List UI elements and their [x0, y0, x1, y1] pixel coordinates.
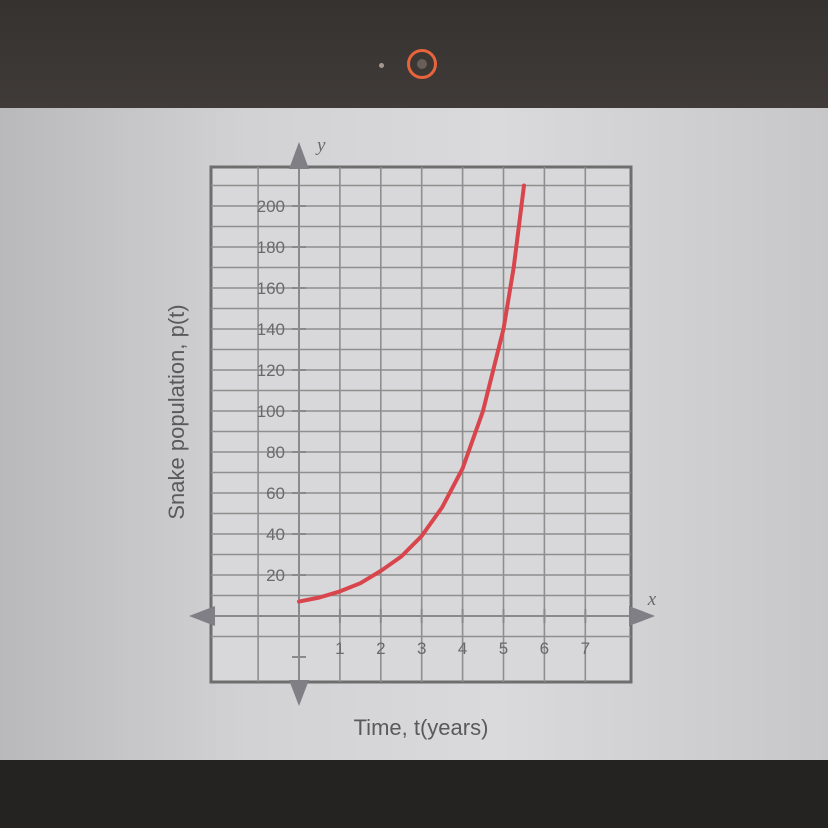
- x-tick-label: 2: [376, 639, 385, 658]
- monitor-bottom-bezel: [0, 760, 828, 828]
- x-axis-arrow-left: [189, 606, 215, 626]
- light-sensor: [379, 63, 384, 68]
- y-tick-label: 140: [257, 320, 285, 339]
- y-tick-label: 40: [266, 525, 285, 544]
- webcam-lens: [417, 59, 427, 69]
- y-axis-arrow-up: [289, 142, 309, 169]
- x-axis-arrow-right: [629, 606, 655, 626]
- y-tick-label: 100: [257, 402, 285, 421]
- y-tick-label: 20: [266, 566, 285, 585]
- y-tick-label: 60: [266, 484, 285, 503]
- ticks: 1 2 3 4 5 6 7 20 40 60 80 100 120 140 160 180 200: [257, 197, 590, 658]
- x-tick-label: 6: [540, 639, 549, 658]
- y-axis-arrow-down: [289, 680, 309, 706]
- y-axis-letter: y: [315, 135, 326, 156]
- webcam-ring: [407, 49, 437, 79]
- y-tick-label: 120: [257, 361, 285, 380]
- y-tick-label: 200: [257, 197, 285, 216]
- x-tick-label: 4: [458, 639, 467, 658]
- x-tick-label: 7: [581, 639, 590, 658]
- grid: [211, 167, 631, 682]
- series-line: [297, 183, 526, 604]
- y-axis-title: Snake population, p(t): [164, 304, 189, 519]
- y-tick-label: 160: [257, 279, 285, 298]
- series: [297, 183, 526, 604]
- y-tick-label: 80: [266, 443, 285, 462]
- y-tick-label: 180: [257, 238, 285, 257]
- x-axis-title: Time, t(years): [354, 715, 489, 740]
- x-tick-label: 1: [335, 639, 344, 658]
- x-tick-label: 3: [417, 639, 426, 658]
- x-tick-label: 5: [499, 639, 508, 658]
- x-axis-letter: x: [647, 589, 657, 610]
